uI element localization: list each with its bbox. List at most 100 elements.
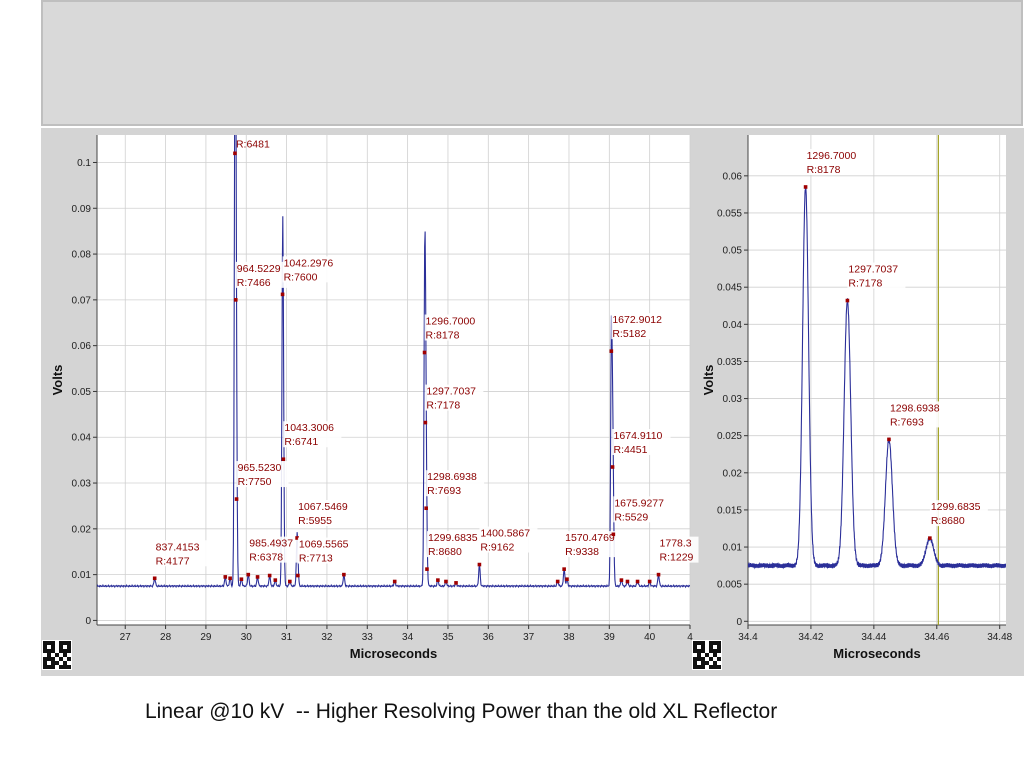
peak-resolution-label: R:7750 (238, 476, 272, 488)
qr-code-module (713, 661, 717, 665)
x-tick-label: 4 (687, 632, 693, 643)
peak-resolution-label: R:5955 (298, 515, 332, 527)
x-tick-label: 37 (523, 632, 535, 643)
peak-resolution-label: R:7600 (284, 271, 318, 283)
peak-marker (625, 579, 630, 584)
qr-code-module (709, 641, 713, 645)
y-tick-label: 0.04 (723, 320, 743, 331)
overview-spectrum-chart: 0 0.01 0.02 0.03 0.04 0.05 0.06 0.07 0.08 0.09 0.1… (42, 135, 699, 670)
y-tick-label: 0 (85, 616, 91, 627)
peak-marker (619, 578, 624, 582)
x-tick-label: 30 (241, 632, 253, 643)
qr-code-module (59, 657, 63, 661)
peak-marker (288, 579, 292, 584)
peak-mass-label: 1042.2976 (284, 257, 334, 269)
qr-code-module (697, 649, 701, 653)
x-tick-label: 27 (120, 632, 132, 643)
peak-label-backdrop (479, 526, 538, 553)
qr-code-module (47, 665, 51, 669)
x-tick-label: 40 (644, 632, 656, 643)
qr-code-module (67, 649, 71, 653)
x-axis-title: Microseconds (833, 646, 920, 661)
peak-mass-label: 985.4937 (249, 538, 293, 550)
qr-code-module (55, 653, 59, 657)
qr-code-module (47, 657, 51, 661)
qr-code-module (713, 665, 717, 669)
y-tick-label: 0.06 (723, 171, 743, 182)
x-tick-label: 38 (563, 632, 575, 643)
peak-marker (281, 457, 286, 462)
peak-resolution-label: R:6481 (236, 138, 270, 150)
x-tick-label: 34.44 (861, 632, 886, 643)
peak-label-backdrop (612, 429, 671, 456)
qr-code-module (697, 665, 701, 669)
peak-marker (255, 575, 260, 579)
y-tick-label: 0.06 (72, 341, 92, 352)
peak-resolution-label: R:9162 (480, 542, 514, 554)
peak-resolution-label: R:4451 (614, 444, 648, 456)
peak-mass-label: 1298.6938 (427, 471, 477, 483)
qr-code-module (697, 657, 701, 661)
peak-marker (565, 577, 569, 582)
qr-code-module (709, 645, 713, 649)
peak-marker (454, 581, 458, 585)
x-tick-label: 28 (160, 632, 172, 643)
peak-marker (436, 578, 440, 582)
peak-marker (228, 576, 232, 581)
qr-code-module (701, 645, 705, 649)
peak-mass-label: 1298.6938 (890, 402, 940, 414)
qr-code-module (701, 661, 705, 665)
peak-mass-label: 1069.5565 (299, 539, 349, 551)
qr-code-module (717, 657, 721, 661)
peak-mass-label: 964.5229 (237, 263, 281, 275)
y-tick-label: 0.055 (717, 208, 742, 219)
series-trace (748, 186, 1006, 570)
peak-mass-label: 1674.9110 (614, 430, 663, 442)
qr-code-module (717, 645, 721, 649)
peak-mass-label: 1570.4769 (565, 532, 615, 544)
peak-marker (425, 567, 429, 571)
qr-code-module (701, 657, 705, 661)
peak-marker (342, 572, 346, 577)
peak-marker (239, 577, 244, 582)
qr-code-module (701, 665, 705, 669)
y-tick-label: 0.05 (723, 246, 743, 257)
x-tick-label: 39 (604, 632, 616, 643)
peak-mass-label: 1067.5469 (298, 501, 348, 513)
peak-marker (423, 420, 428, 425)
x-tick-label: 34.46 (924, 632, 949, 643)
peak-marker (152, 576, 157, 581)
x-axis-title: Microseconds (350, 646, 437, 661)
qr-code-module (43, 645, 47, 649)
peak-marker (635, 579, 640, 584)
x-tick-label: 32 (321, 632, 333, 643)
slide-caption: Linear @10 kV -- Higher Resolving Power … (145, 700, 778, 723)
title-placeholder-box (41, 0, 1023, 126)
plot-area (748, 135, 1006, 625)
qr-code-module (701, 641, 705, 645)
qr-code-module (43, 657, 47, 661)
qr-code-module (697, 641, 701, 645)
x-tick-label: 34 (402, 632, 414, 643)
x-tick-label: 36 (483, 632, 495, 643)
peak-resolution-label: R:5529 (614, 511, 648, 523)
peak-resolution-label: R:7466 (237, 277, 271, 289)
qr-code-module (63, 653, 67, 657)
qr-code-module (709, 665, 713, 669)
peak-mass-label: 1672.9012 (612, 314, 662, 326)
peak-marker (280, 292, 285, 297)
qr-code-module (55, 661, 59, 665)
qr-code-module (51, 649, 55, 653)
y-tick-label: 0.005 (717, 580, 742, 591)
peak-marker (803, 185, 808, 189)
y-tick-label: 0.025 (717, 431, 742, 442)
peak-label-backdrop (282, 256, 341, 283)
peak-label-backdrop (154, 540, 207, 567)
qr-code-module (51, 665, 55, 669)
qr-code-module (43, 649, 47, 653)
peak-marker (610, 465, 615, 469)
qr-code-module (713, 653, 717, 657)
qr-code-module (43, 665, 47, 669)
y-tick-label: 0.035 (717, 357, 742, 368)
x-tick-label: 34.48 (987, 632, 1012, 643)
